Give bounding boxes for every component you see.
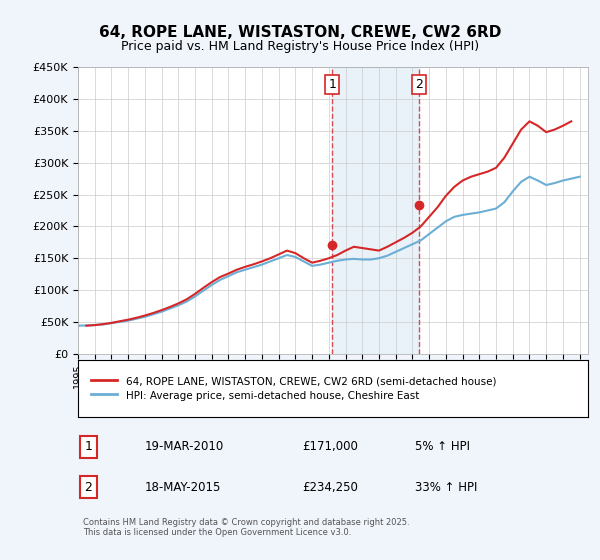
Text: 19-MAR-2010: 19-MAR-2010 <box>145 440 224 453</box>
Text: 2: 2 <box>415 78 423 91</box>
Legend: 64, ROPE LANE, WISTASTON, CREWE, CW2 6RD (semi-detached house), HPI: Average pri: 64, ROPE LANE, WISTASTON, CREWE, CW2 6RD… <box>88 373 499 404</box>
Text: 5% ↑ HPI: 5% ↑ HPI <box>415 440 470 453</box>
Text: 1: 1 <box>328 78 336 91</box>
Text: 33% ↑ HPI: 33% ↑ HPI <box>415 480 477 493</box>
Text: Price paid vs. HM Land Registry's House Price Index (HPI): Price paid vs. HM Land Registry's House … <box>121 40 479 53</box>
Text: £171,000: £171,000 <box>302 440 358 453</box>
Text: 2: 2 <box>84 480 92 493</box>
Text: £234,250: £234,250 <box>302 480 358 493</box>
Bar <box>332 67 419 354</box>
Text: Contains HM Land Registry data © Crown copyright and database right 2025.
This d: Contains HM Land Registry data © Crown c… <box>83 518 410 537</box>
Text: 18-MAY-2015: 18-MAY-2015 <box>145 480 221 493</box>
Text: 1: 1 <box>84 440 92 453</box>
Text: 64, ROPE LANE, WISTASTON, CREWE, CW2 6RD: 64, ROPE LANE, WISTASTON, CREWE, CW2 6RD <box>99 25 501 40</box>
